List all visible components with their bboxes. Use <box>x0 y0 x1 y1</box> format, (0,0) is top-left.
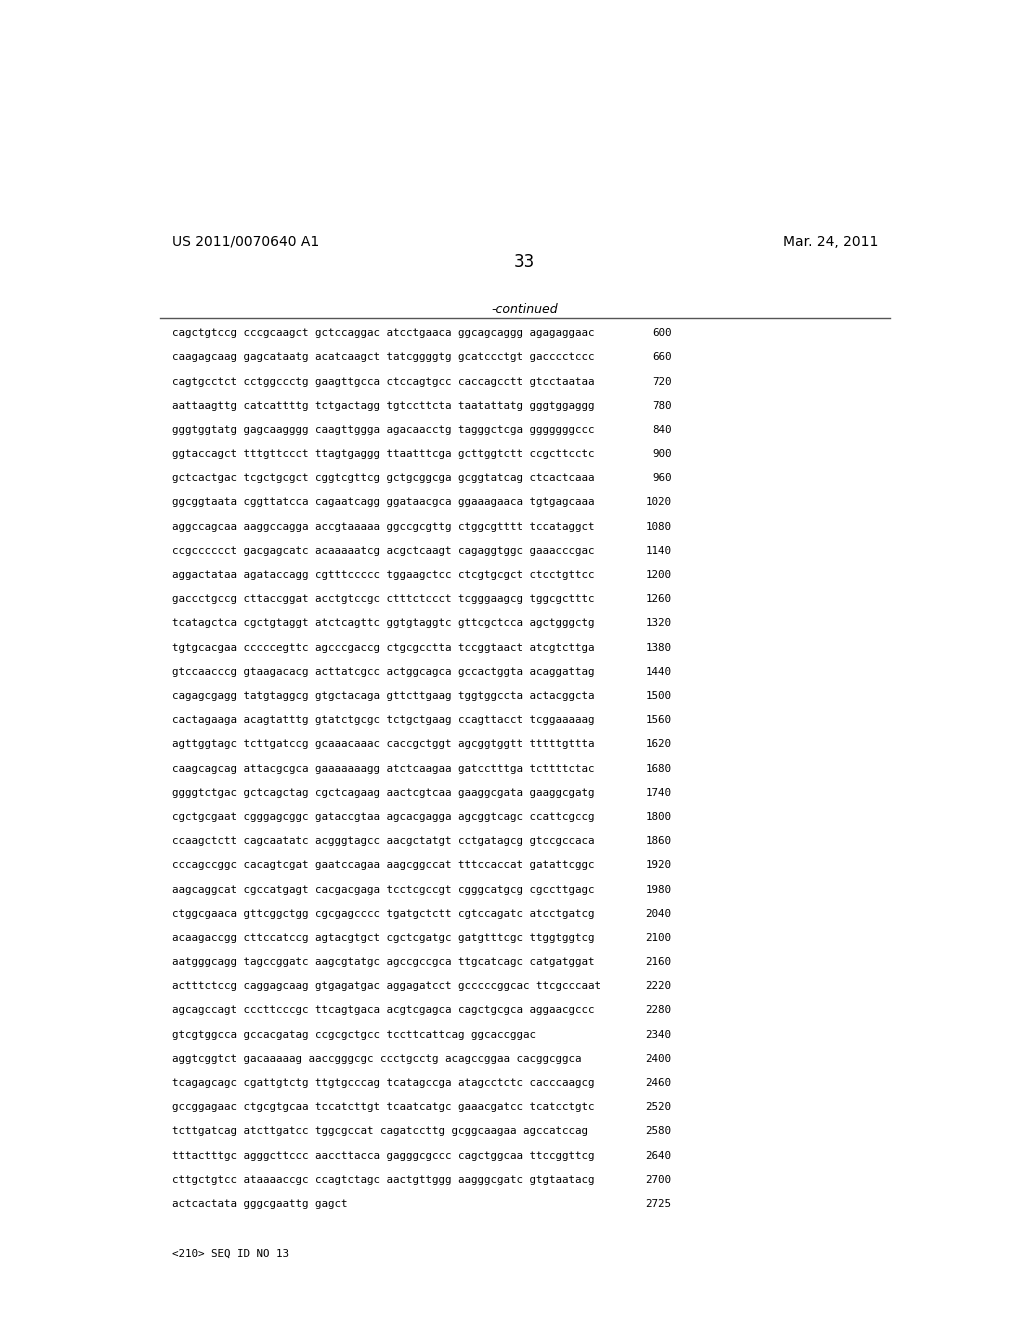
Text: gtcgtggcca gccacgatag ccgcgctgcc tccttcattcag ggcaccggac: gtcgtggcca gccacgatag ccgcgctgcc tccttca… <box>172 1030 536 1040</box>
Text: aagcaggcat cgccatgagt cacgacgaga tcctcgccgt cgggcatgcg cgccttgagc: aagcaggcat cgccatgagt cacgacgaga tcctcgc… <box>172 884 594 895</box>
Text: 1320: 1320 <box>645 619 672 628</box>
Text: <210> SEQ ID NO 13: <210> SEQ ID NO 13 <box>172 1249 289 1258</box>
Text: 2160: 2160 <box>645 957 672 968</box>
Text: 720: 720 <box>652 376 672 387</box>
Text: Mar. 24, 2011: Mar. 24, 2011 <box>782 235 878 248</box>
Text: cgctgcgaat cgggagcggc gataccgtaa agcacgagga agcggtcagc ccattcgccg: cgctgcgaat cgggagcggc gataccgtaa agcacga… <box>172 812 594 822</box>
Text: 1140: 1140 <box>645 546 672 556</box>
Text: ctggcgaaca gttcggctgg cgcgagcccc tgatgctctt cgtccagatc atcctgatcg: ctggcgaaca gttcggctgg cgcgagcccc tgatgct… <box>172 908 594 919</box>
Text: 960: 960 <box>652 474 672 483</box>
Text: 2340: 2340 <box>645 1030 672 1040</box>
Text: aggactataa agataccagg cgtttccccc tggaagctcc ctcgtgcgct ctcctgttcc: aggactataa agataccagg cgtttccccc tggaagc… <box>172 570 594 579</box>
Text: ccgcccccct gacgagcatc acaaaaatcg acgctcaagt cagaggtggc gaaacccgac: ccgcccccct gacgagcatc acaaaaatcg acgctca… <box>172 546 594 556</box>
Text: caagcagcag attacgcgca gaaaaaaagg atctcaagaa gatcctttga tcttttctac: caagcagcag attacgcgca gaaaaaaagg atctcaa… <box>172 763 594 774</box>
Text: 33: 33 <box>514 253 536 271</box>
Text: aggccagcaa aaggccagga accgtaaaaa ggccgcgttg ctggcgtttt tccataggct: aggccagcaa aaggccagga accgtaaaaa ggccgcg… <box>172 521 594 532</box>
Text: 840: 840 <box>652 425 672 434</box>
Text: 1200: 1200 <box>645 570 672 579</box>
Text: actcactata gggcgaattg gagct: actcactata gggcgaattg gagct <box>172 1199 347 1209</box>
Text: 1380: 1380 <box>645 643 672 652</box>
Text: 600: 600 <box>652 329 672 338</box>
Text: cttgctgtcc ataaaaccgc ccagtctagc aactgttggg aagggcgatc gtgtaatacg: cttgctgtcc ataaaaccgc ccagtctagc aactgtt… <box>172 1175 594 1185</box>
Text: 2700: 2700 <box>645 1175 672 1185</box>
Text: aggtcggtct gacaaaaag aaccgggcgc ccctgcctg acagccggaa cacggcggca: aggtcggtct gacaaaaag aaccgggcgc ccctgcct… <box>172 1053 582 1064</box>
Text: 900: 900 <box>652 449 672 459</box>
Text: US 2011/0070640 A1: US 2011/0070640 A1 <box>172 235 318 248</box>
Text: 2580: 2580 <box>645 1126 672 1137</box>
Text: 1440: 1440 <box>645 667 672 677</box>
Text: 1500: 1500 <box>645 690 672 701</box>
Text: gccggagaac ctgcgtgcaa tccatcttgt tcaatcatgc gaaacgatcc tcatcctgtc: gccggagaac ctgcgtgcaa tccatcttgt tcaatca… <box>172 1102 594 1113</box>
Text: tgtgcacgaa cccccegttc agcccgaccg ctgcgcctta tccggtaact atcgtcttga: tgtgcacgaa cccccegttc agcccgaccg ctgcgcc… <box>172 643 594 652</box>
Text: agcagccagt cccttcccgc ttcagtgaca acgtcgagca cagctgcgca aggaacgccc: agcagccagt cccttcccgc ttcagtgaca acgtcga… <box>172 1006 594 1015</box>
Text: 1560: 1560 <box>645 715 672 725</box>
Text: 2100: 2100 <box>645 933 672 942</box>
Text: 1800: 1800 <box>645 812 672 822</box>
Text: 2640: 2640 <box>645 1151 672 1160</box>
Text: 1080: 1080 <box>645 521 672 532</box>
Text: 2460: 2460 <box>645 1078 672 1088</box>
Text: gaccctgccg cttaccggat acctgtccgc ctttctccct tcgggaagcg tggcgctttc: gaccctgccg cttaccggat acctgtccgc ctttctc… <box>172 594 594 605</box>
Text: 2220: 2220 <box>645 981 672 991</box>
Text: tcttgatcag atcttgatcc tggcgccat cagatccttg gcggcaagaa agccatccag: tcttgatcag atcttgatcc tggcgccat cagatcct… <box>172 1126 588 1137</box>
Text: cagagcgagg tatgtaggcg gtgctacaga gttcttgaag tggtggccta actacggcta: cagagcgagg tatgtaggcg gtgctacaga gttcttg… <box>172 690 594 701</box>
Text: caagagcaag gagcataatg acatcaagct tatcggggtg gcatccctgt gacccctccc: caagagcaag gagcataatg acatcaagct tatcggg… <box>172 352 594 362</box>
Text: 780: 780 <box>652 401 672 411</box>
Text: gctcactgac tcgctgcgct cggtcgttcg gctgcggcga gcggtatcag ctcactcaaa: gctcactgac tcgctgcgct cggtcgttcg gctgcgg… <box>172 474 594 483</box>
Text: 1740: 1740 <box>645 788 672 797</box>
Text: ggggtctgac gctcagctag cgctcagaag aactcgtcaa gaaggcgata gaaggcgatg: ggggtctgac gctcagctag cgctcagaag aactcgt… <box>172 788 594 797</box>
Text: 1620: 1620 <box>645 739 672 750</box>
Text: 1020: 1020 <box>645 498 672 507</box>
Text: cccagccggc cacagtcgat gaatccagaa aagcggccat tttccaccat gatattcggc: cccagccggc cacagtcgat gaatccagaa aagcggc… <box>172 861 594 870</box>
Text: aatgggcagg tagccggatc aagcgtatgc agccgccgca ttgcatcagc catgatggat: aatgggcagg tagccggatc aagcgtatgc agccgcc… <box>172 957 594 968</box>
Text: tttactttgc agggcttccc aaccttacca gagggcgccc cagctggcaa ttccggttcg: tttactttgc agggcttccc aaccttacca gagggcg… <box>172 1151 594 1160</box>
Text: 1260: 1260 <box>645 594 672 605</box>
Text: 1920: 1920 <box>645 861 672 870</box>
Text: 2040: 2040 <box>645 908 672 919</box>
Text: tcagagcagc cgattgtctg ttgtgcccag tcatagccga atagcctctc cacccaagcg: tcagagcagc cgattgtctg ttgtgcccag tcatagc… <box>172 1078 594 1088</box>
Text: 2520: 2520 <box>645 1102 672 1113</box>
Text: actttctccg caggagcaag gtgagatgac aggagatcct gcccccggcac ttcgcccaat: actttctccg caggagcaag gtgagatgac aggagat… <box>172 981 601 991</box>
Text: tcatagctca cgctgtaggt atctcagttc ggtgtaggtc gttcgctcca agctgggctg: tcatagctca cgctgtaggt atctcagttc ggtgtag… <box>172 619 594 628</box>
Text: ggtaccagct tttgttccct ttagtgaggg ttaatttcga gcttggtctt ccgcttcctc: ggtaccagct tttgttccct ttagtgaggg ttaattt… <box>172 449 594 459</box>
Text: cagtgcctct cctggccctg gaagttgcca ctccagtgcc caccagcctt gtcctaataa: cagtgcctct cctggccctg gaagttgcca ctccagt… <box>172 376 594 387</box>
Text: ggcggtaata cggttatcca cagaatcagg ggataacgca ggaaagaaca tgtgagcaaa: ggcggtaata cggttatcca cagaatcagg ggataac… <box>172 498 594 507</box>
Text: ccaagctctt cagcaatatc acgggtagcc aacgctatgt cctgatagcg gtccgccaca: ccaagctctt cagcaatatc acgggtagcc aacgcta… <box>172 836 594 846</box>
Text: cactagaaga acagtatttg gtatctgcgc tctgctgaag ccagttacct tcggaaaaag: cactagaaga acagtatttg gtatctgcgc tctgctg… <box>172 715 594 725</box>
Text: agttggtagc tcttgatccg gcaaacaaac caccgctggt agcggtggtt tttttgttta: agttggtagc tcttgatccg gcaaacaaac caccgct… <box>172 739 594 750</box>
Text: gtccaacccg gtaagacacg acttatcgcc actggcagca gccactggta acaggattag: gtccaacccg gtaagacacg acttatcgcc actggca… <box>172 667 594 677</box>
Text: 1860: 1860 <box>645 836 672 846</box>
Text: 1680: 1680 <box>645 763 672 774</box>
Text: 660: 660 <box>652 352 672 362</box>
Text: cagctgtccg cccgcaagct gctccaggac atcctgaaca ggcagcaggg agagaggaac: cagctgtccg cccgcaagct gctccaggac atcctga… <box>172 329 594 338</box>
Text: 2280: 2280 <box>645 1006 672 1015</box>
Text: gggtggtatg gagcaagggg caagttggga agacaacctg tagggctcga gggggggccc: gggtggtatg gagcaagggg caagttggga agacaac… <box>172 425 594 434</box>
Text: 2725: 2725 <box>645 1199 672 1209</box>
Text: aattaagttg catcattttg tctgactagg tgtccttcta taatattatg gggtggaggg: aattaagttg catcattttg tctgactagg tgtcctt… <box>172 401 594 411</box>
Text: 2400: 2400 <box>645 1053 672 1064</box>
Text: acaagaccgg cttccatccg agtacgtgct cgctcgatgc gatgtttcgc ttggtggtcg: acaagaccgg cttccatccg agtacgtgct cgctcga… <box>172 933 594 942</box>
Text: 1980: 1980 <box>645 884 672 895</box>
Text: -continued: -continued <box>492 302 558 315</box>
